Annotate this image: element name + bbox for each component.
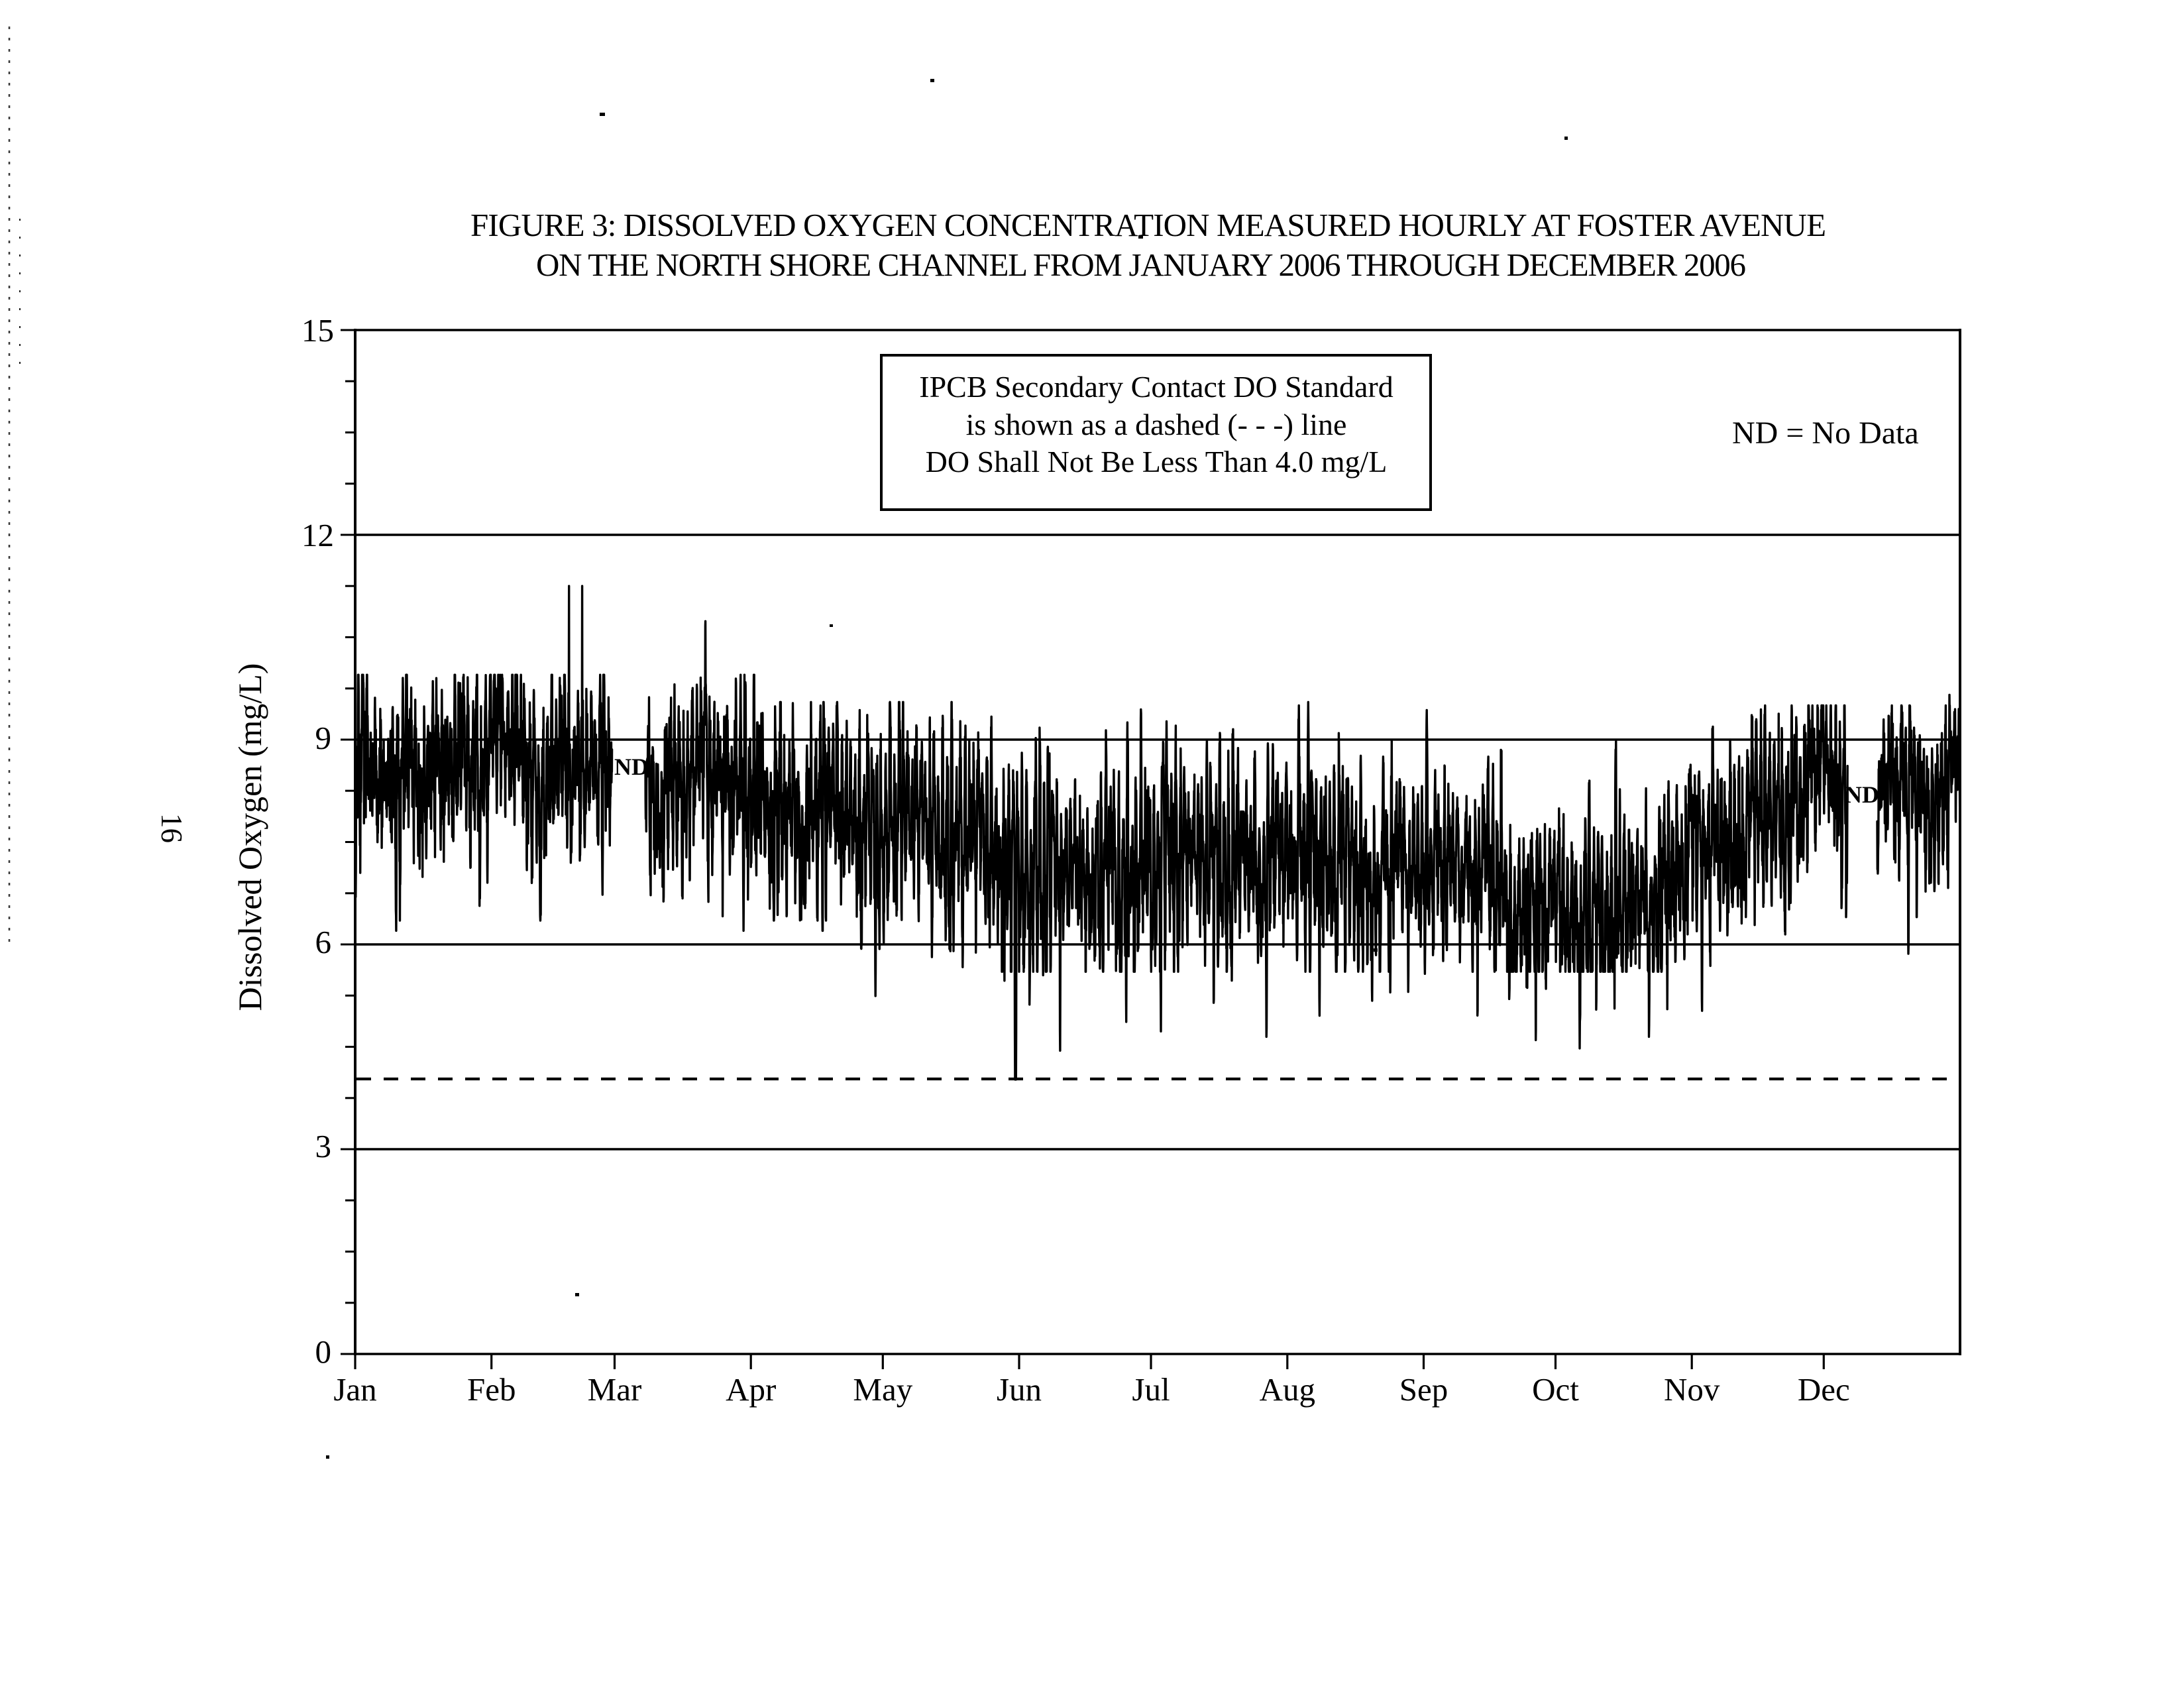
svg-text:is shown as a dashed (- - -) l: is shown as a dashed (- - -) line	[966, 408, 1347, 441]
svg-text:Jan: Jan	[333, 1371, 376, 1408]
svg-text:Sep: Sep	[1399, 1371, 1448, 1408]
svg-text:0: 0	[315, 1333, 332, 1370]
svg-text:Jul: Jul	[1132, 1371, 1170, 1408]
svg-text:May: May	[853, 1371, 912, 1408]
svg-text:Jun: Jun	[997, 1371, 1042, 1408]
svg-text:12: 12	[301, 517, 334, 553]
svg-text:Aug: Aug	[1260, 1371, 1315, 1408]
svg-text:9: 9	[315, 720, 332, 756]
svg-text:Oct: Oct	[1532, 1371, 1579, 1408]
svg-text:Apr: Apr	[726, 1371, 776, 1408]
svg-text:Dissolved Oxygen (mg/L): Dissolved Oxygen (mg/L)	[231, 663, 268, 1011]
svg-text:ON THE NORTH SHORE CHANNEL FRO: ON THE NORTH SHORE CHANNEL FROM JANUARY …	[536, 247, 1746, 283]
svg-text:FIGURE 3: DISSOLVED OXYGEN CON: FIGURE 3: DISSOLVED OXYGEN CONCENTRATION…	[470, 207, 1826, 243]
svg-text:ND: ND	[614, 754, 649, 780]
svg-text:Feb: Feb	[467, 1371, 516, 1408]
svg-text:Mar: Mar	[588, 1371, 642, 1408]
svg-text:Nov: Nov	[1664, 1371, 1720, 1408]
svg-text:6: 6	[315, 924, 332, 960]
svg-text:DO Shall Not Be Less Than 4.0: DO Shall Not Be Less Than 4.0 mg/L	[926, 445, 1388, 478]
svg-text:15: 15	[301, 312, 334, 349]
svg-text:16: 16	[155, 813, 188, 843]
svg-text:Dec: Dec	[1798, 1371, 1850, 1408]
svg-text:3: 3	[315, 1128, 332, 1164]
svg-text:IPCB Secondary Contact DO Stan: IPCB Secondary Contact DO Standard	[919, 370, 1393, 404]
svg-text:ND: ND	[1845, 781, 1879, 808]
svg-text:ND = No Data: ND = No Data	[1732, 416, 1919, 451]
